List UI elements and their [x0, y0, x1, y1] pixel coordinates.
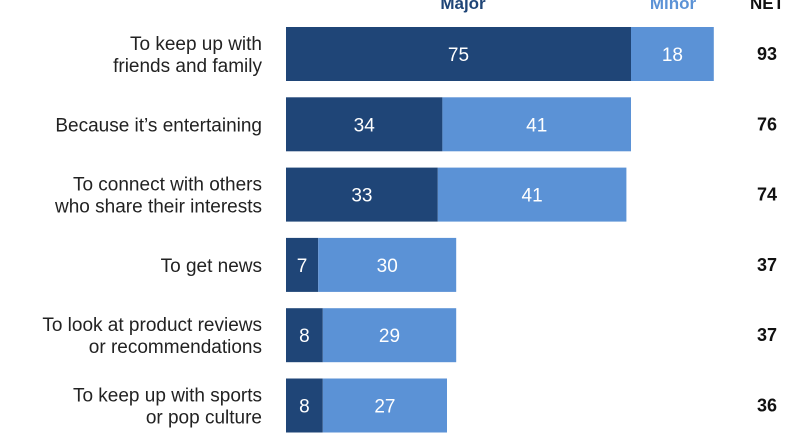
data-label-minor: 30	[377, 256, 398, 277]
legend-minor-label: Minor	[650, 0, 697, 13]
bar-segment-minor	[631, 27, 714, 81]
bar-row: To keep up with friends and family 75 18 93	[113, 27, 777, 81]
bar-segment-minor	[322, 308, 457, 363]
bar-segment-major	[286, 237, 319, 292]
category-label: To keep up with sports or pop culture	[73, 386, 262, 429]
bar-segment-minor	[318, 237, 457, 292]
net-value: 93	[757, 44, 777, 64]
net-value: 76	[757, 114, 777, 134]
category-label: To connect with others who share their in…	[54, 175, 262, 218]
legend: Major Minor NET	[440, 0, 784, 13]
data-label-major: 34	[354, 115, 376, 136]
bar-row: To connect with others who share their in…	[54, 167, 777, 222]
bar-segment-major	[286, 308, 323, 363]
bar-row: To look at product reviews or recommendat…	[42, 308, 777, 363]
data-label-major: 8	[299, 326, 310, 347]
net-value: 36	[757, 396, 777, 416]
data-label-major: 75	[448, 45, 469, 66]
bar-segment-minor	[442, 97, 631, 152]
net-value: 37	[757, 325, 777, 345]
bar-row: To get news 7 30 37	[161, 237, 777, 292]
data-label-minor: 41	[522, 186, 543, 207]
bar-segment-major	[286, 167, 438, 222]
bar-segment-minor	[437, 167, 627, 222]
category-label: To look at product reviews or recommendat…	[42, 315, 262, 358]
bar-segment-major	[286, 97, 443, 152]
chart-rows: To keep up with friends and family 75 18 93 B…	[42, 27, 777, 433]
legend-major-label: Major	[440, 0, 486, 13]
category-label: Because it’s entertaining	[55, 115, 262, 136]
data-label-minor: 27	[374, 397, 395, 418]
data-label-major: 7	[297, 256, 308, 277]
data-label-major: 33	[351, 186, 372, 207]
bar-segment-major	[286, 378, 323, 433]
data-label-minor: 29	[379, 326, 400, 347]
data-label-minor: 18	[662, 45, 683, 66]
bar-row: Because it’s entertaining 34 41 76	[55, 97, 777, 152]
data-label-minor: 41	[526, 115, 547, 136]
legend-net-label: NET	[750, 0, 785, 13]
category-label: To get news	[161, 256, 262, 277]
category-label: To keep up with friends and family	[113, 34, 262, 77]
net-value: 74	[757, 185, 777, 205]
bar-row: To keep up with sports or pop culture 8 27 3…	[73, 378, 777, 433]
bar-segment-minor	[322, 378, 447, 433]
data-label-major: 8	[299, 397, 310, 418]
bar-segment-major	[286, 27, 631, 81]
net-value: 37	[757, 255, 777, 275]
